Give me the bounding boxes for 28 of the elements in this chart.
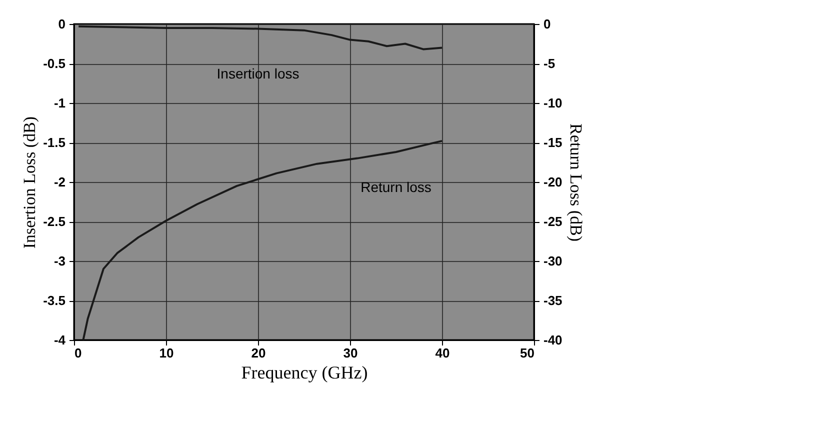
series-label: Return loss bbox=[360, 178, 432, 195]
x-tick-label: 20 bbox=[251, 346, 266, 360]
y2-tick-label: -40 bbox=[544, 332, 562, 348]
y-tick-label: -4 bbox=[54, 332, 66, 348]
x-axis-title: Frequency (GHz) bbox=[241, 362, 368, 382]
y-tick-label: -3 bbox=[54, 254, 66, 268]
y2-tick-label: -35 bbox=[544, 293, 562, 308]
y-tick-label: -0.5 bbox=[43, 56, 66, 71]
y2-tick-label: -20 bbox=[544, 174, 562, 190]
y2-tick-label: -10 bbox=[544, 96, 562, 110]
y2-axis-title: Return Loss (dB) bbox=[566, 123, 586, 242]
y-tick-label: -1.5 bbox=[43, 135, 66, 150]
x-tick-label: 50 bbox=[520, 346, 534, 360]
y2-tick-label: 0 bbox=[544, 16, 551, 32]
x-tick-label: 30 bbox=[343, 346, 358, 360]
y-axis-title: Insertion Loss (dB) bbox=[20, 116, 40, 249]
y-tick-label: -1 bbox=[54, 96, 66, 110]
y2-tick-label: -30 bbox=[544, 254, 562, 268]
y2-tick-label: -15 bbox=[544, 135, 562, 150]
y-tick-label: -2 bbox=[54, 174, 66, 190]
y-tick-label: -3.5 bbox=[43, 293, 66, 308]
y-tick-label: 0 bbox=[58, 16, 66, 32]
x-tick-label: 40 bbox=[435, 346, 450, 360]
y2-tick-label: -25 bbox=[544, 214, 562, 229]
y-tick-label: -2.5 bbox=[43, 214, 66, 229]
x-tick-label: 0 bbox=[74, 346, 82, 360]
y2-tick-label: -5 bbox=[544, 56, 556, 71]
x-tick-label: 10 bbox=[159, 346, 174, 360]
